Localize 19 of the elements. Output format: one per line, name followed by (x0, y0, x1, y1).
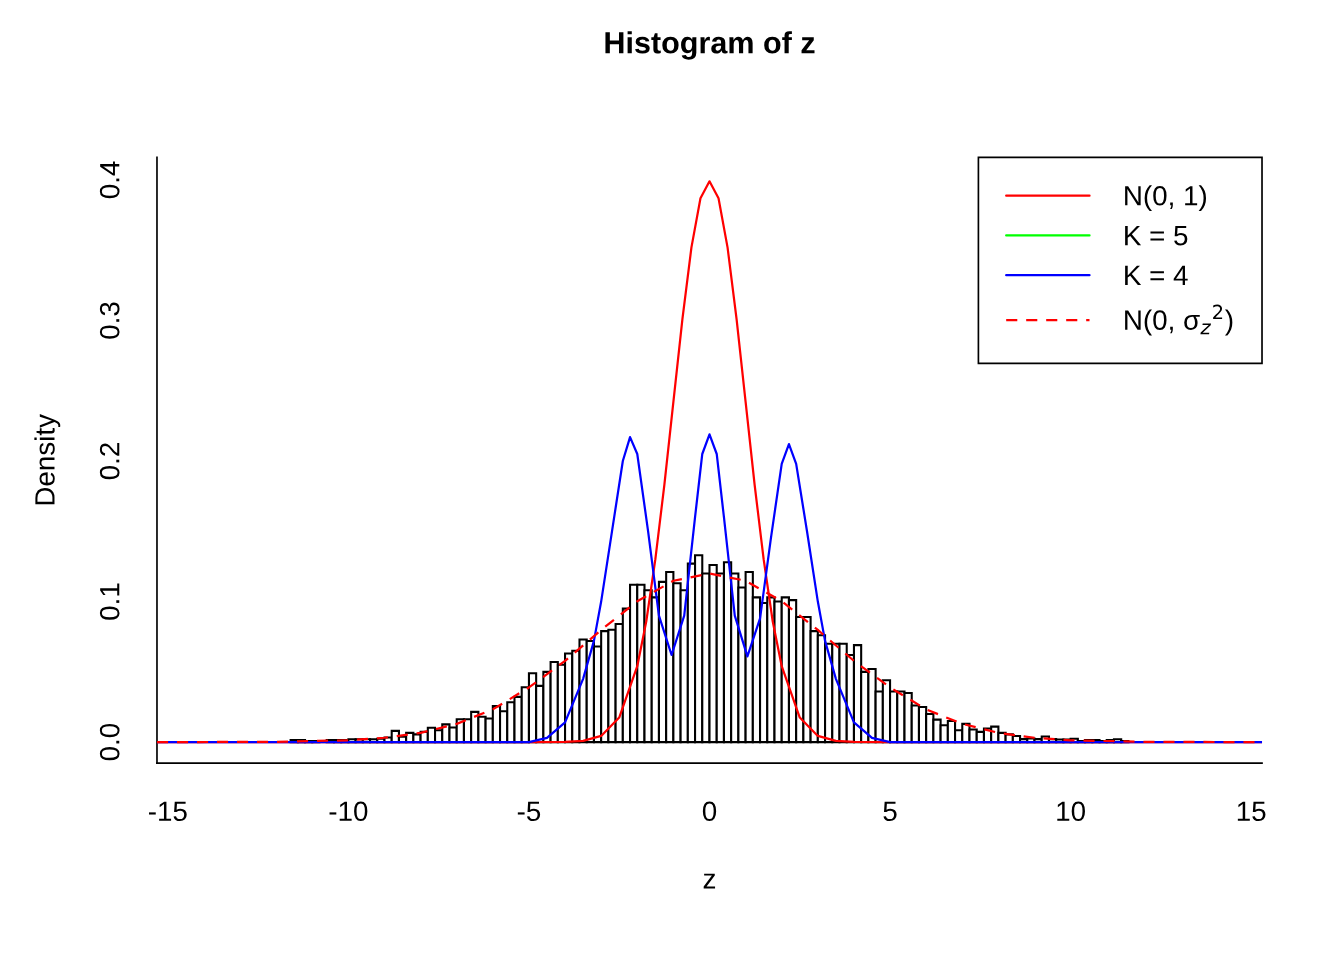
y-tick-label: 0.2 (99, 443, 120, 480)
y-tick-label: 0.1 (99, 583, 120, 620)
x-axis-title: z (703, 873, 716, 889)
y-tick-label: 0.0 (99, 723, 120, 761)
y-tick-label: 0.3 (99, 302, 120, 339)
x-tick-label: -15 (148, 801, 187, 822)
x-tick-label: 0 (702, 801, 717, 822)
legend-label: N(0, σ$_{z}$$^{2}$) (1125, 304, 1233, 336)
x-tick-label: -10 (329, 801, 368, 822)
x-tick-label: 15 (1237, 801, 1266, 822)
chart-title: Histogram of z (605, 31, 815, 60)
x-tick-label: -5 (517, 801, 541, 822)
x-tick-label: 5 (883, 801, 897, 822)
legend-label: K = 4 (1125, 265, 1188, 285)
y-axis-title: Density (34, 414, 61, 505)
y-tick-label: 0.4 (99, 161, 120, 199)
legend-label: K = 5 (1125, 226, 1188, 246)
legend-label: N(0, 1) (1125, 185, 1207, 212)
x-tick-label: 10 (1057, 801, 1085, 822)
